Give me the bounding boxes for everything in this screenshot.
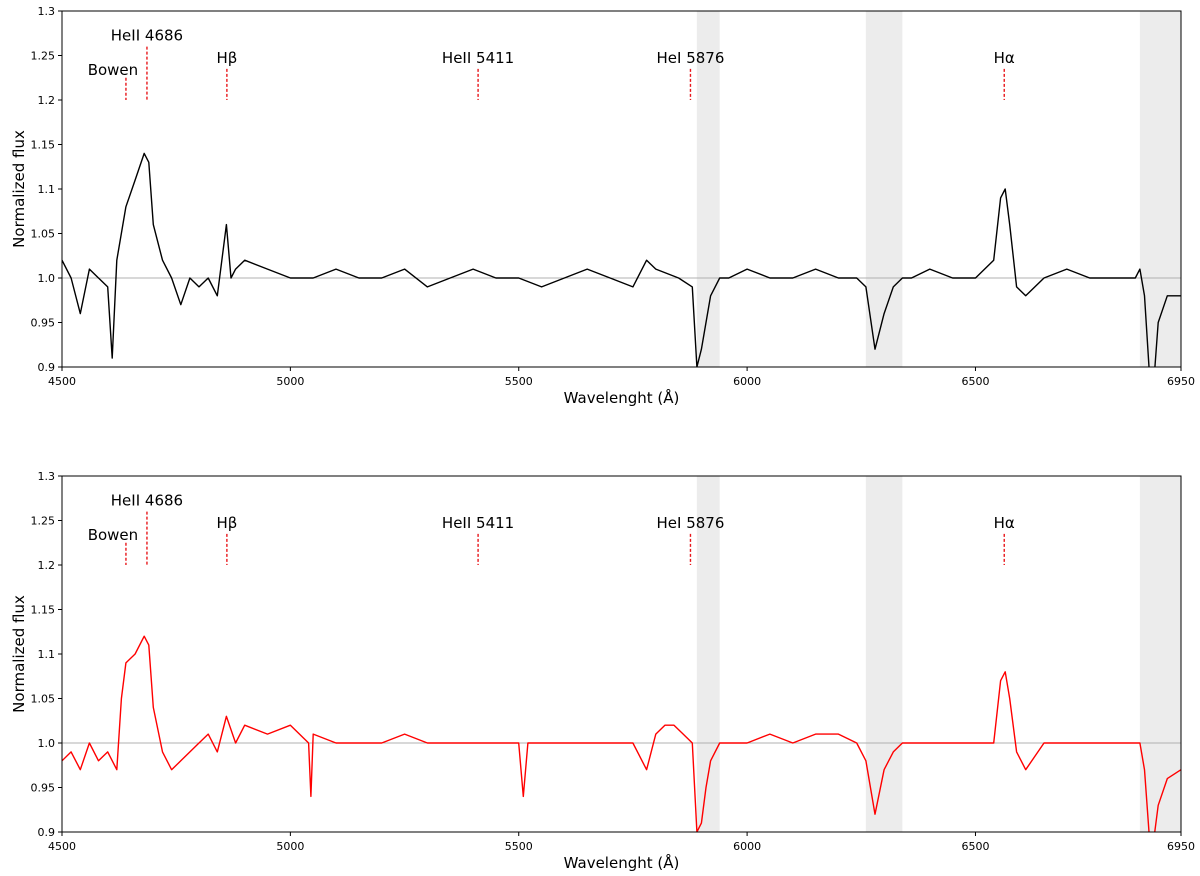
shaded-band <box>1139 11 1181 367</box>
x-axis-label: Wavelenght (Å) <box>564 853 680 872</box>
x-tick-label: 6500 <box>961 375 989 388</box>
y-tick-label: 0.9 <box>38 361 56 374</box>
x-tick-label: 5000 <box>276 375 304 388</box>
y-tick-label: 1.3 <box>38 470 56 483</box>
x-axis-label: Wavelenght (Å) <box>564 388 680 407</box>
line-marker-label: Hα <box>994 514 1015 532</box>
y-tick-label: 1.15 <box>31 604 56 617</box>
y-tick-label: 1.05 <box>31 693 56 706</box>
y-tick-label: 1.0 <box>38 737 56 750</box>
y-tick-label: 1.25 <box>31 515 56 528</box>
line-marker-label: HeII 5411 <box>442 514 514 532</box>
line-marker-label: HeI 5876 <box>657 49 725 67</box>
line-marker-label: Hβ <box>216 49 237 67</box>
y-tick-label: 0.9 <box>38 826 56 839</box>
line-marker-label: Bowen <box>88 61 138 79</box>
x-tick-label: 6500 <box>961 840 989 853</box>
x-tick-label: 6000 <box>733 840 761 853</box>
shaded-band <box>865 11 903 367</box>
y-tick-label: 1.0 <box>38 272 56 285</box>
line-marker-label: HeI 5876 <box>657 514 725 532</box>
top-spectrum-panel: Bowen HeII 4686 Hβ HeII 5411 HeI 5876 Hα 0.9 0.… <box>10 5 1195 407</box>
line-marker-label: Hα <box>994 49 1015 67</box>
y-tick-label: 1.1 <box>38 648 56 661</box>
y-tick-label: 1.05 <box>31 228 56 241</box>
y-tick-label: 1.1 <box>38 183 56 196</box>
x-tick-label: 5000 <box>276 840 304 853</box>
y-tick-label: 0.95 <box>31 317 56 330</box>
line-marker-label: HeII 5411 <box>442 49 514 67</box>
bottom-spectrum-panel: Bowen HeII 4686 Hβ HeII 5411 HeI 5876 Hα 0.9 0.… <box>10 470 1195 872</box>
x-tick-label: 4500 <box>48 375 76 388</box>
x-tick-label: 5500 <box>505 840 533 853</box>
y-tick-label: 1.2 <box>38 94 56 107</box>
x-tick-label: 6950 <box>1167 375 1195 388</box>
x-tick-label: 6000 <box>733 375 761 388</box>
line-marker-label: HeII 4686 <box>111 492 183 510</box>
y-axis-label: Normalized flux <box>10 130 28 248</box>
x-tick-label: 5500 <box>505 375 533 388</box>
y-tick-label: 1.25 <box>31 50 56 63</box>
spectrum-line <box>62 152 1181 367</box>
y-tick-label: 0.95 <box>31 782 56 795</box>
shaded-band <box>1139 476 1181 832</box>
x-tick-label: 6950 <box>1167 840 1195 853</box>
x-tick-label: 4500 <box>48 840 76 853</box>
y-axis-label: Normalized flux <box>10 595 28 713</box>
line-marker-label: Bowen <box>88 526 138 544</box>
shaded-band <box>865 476 903 832</box>
y-tick-label: 1.15 <box>31 139 56 152</box>
line-marker-label: HeII 4686 <box>111 27 183 45</box>
line-marker-label: Hβ <box>216 514 237 532</box>
y-tick-label: 1.3 <box>38 5 56 18</box>
spectrum-line <box>62 635 1181 832</box>
y-tick-label: 1.2 <box>38 559 56 572</box>
